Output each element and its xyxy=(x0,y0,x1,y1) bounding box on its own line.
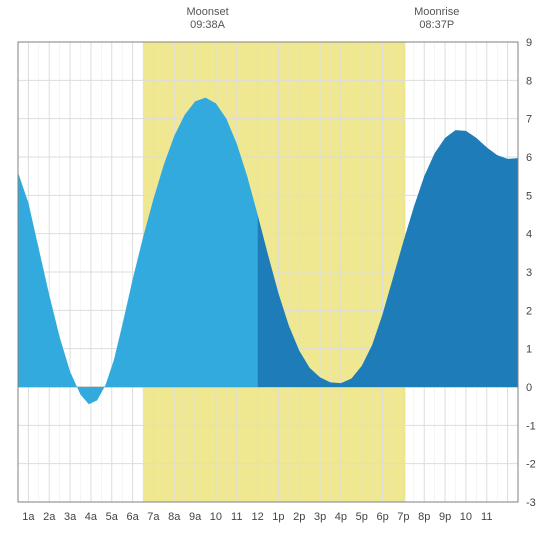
y-tick-label: -1 xyxy=(526,420,536,432)
y-tick-label: 1 xyxy=(526,344,532,356)
y-tick-label: 3 xyxy=(526,267,532,279)
moonset-time: 09:38A xyxy=(186,19,228,32)
x-tick-label: 10 xyxy=(210,511,222,523)
x-tick-label: 5p xyxy=(356,511,368,523)
x-tick-label: 1a xyxy=(22,511,35,523)
y-tick-label: 7 xyxy=(526,114,532,126)
y-tick-label: 2 xyxy=(526,305,532,317)
moonset-label: Moonset xyxy=(186,6,228,19)
x-tick-label: 8a xyxy=(168,511,181,523)
x-tick-label: 6p xyxy=(376,511,388,523)
x-tick-label: 7a xyxy=(147,511,160,523)
y-tick-label: 6 xyxy=(526,152,532,164)
x-tick-label: 3p xyxy=(314,511,326,523)
x-tick-label: 6a xyxy=(126,511,139,523)
y-tick-label: -2 xyxy=(526,459,536,471)
x-tick-label: 11 xyxy=(231,511,242,523)
x-tick-label: 11 xyxy=(481,511,492,523)
moonrise-time: 08:37P xyxy=(414,19,459,32)
x-tick-label: 9a xyxy=(189,511,202,523)
moonset-annotation: Moonset 09:38A xyxy=(186,6,228,32)
x-tick-label: 10 xyxy=(460,511,472,523)
moonrise-label: Moonrise xyxy=(414,6,459,19)
x-tick-label: 1p xyxy=(272,511,284,523)
moonrise-annotation: Moonrise 08:37P xyxy=(414,6,459,32)
y-tick-label: 5 xyxy=(526,190,532,202)
x-tick-label: 8p xyxy=(418,511,430,523)
y-tick-label: 4 xyxy=(526,229,532,241)
x-tick-label: 3a xyxy=(64,511,77,523)
x-tick-label: 7p xyxy=(397,511,409,523)
x-tick-label: 4p xyxy=(335,511,347,523)
chart-svg: -3-2-101234567891a2a3a4a5a6a7a8a9a101112… xyxy=(0,0,550,550)
x-tick-label: 4a xyxy=(85,511,98,523)
y-tick-label: -3 xyxy=(526,497,536,509)
x-tick-label: 12 xyxy=(251,511,263,523)
y-tick-label: 9 xyxy=(526,37,532,49)
x-tick-label: 2p xyxy=(293,511,305,523)
y-tick-label: 0 xyxy=(526,382,532,394)
x-tick-label: 9p xyxy=(439,511,451,523)
y-tick-label: 8 xyxy=(526,75,532,87)
tide-chart: -3-2-101234567891a2a3a4a5a6a7a8a9a101112… xyxy=(0,0,550,550)
x-tick-label: 5a xyxy=(106,511,119,523)
x-tick-label: 2a xyxy=(43,511,56,523)
